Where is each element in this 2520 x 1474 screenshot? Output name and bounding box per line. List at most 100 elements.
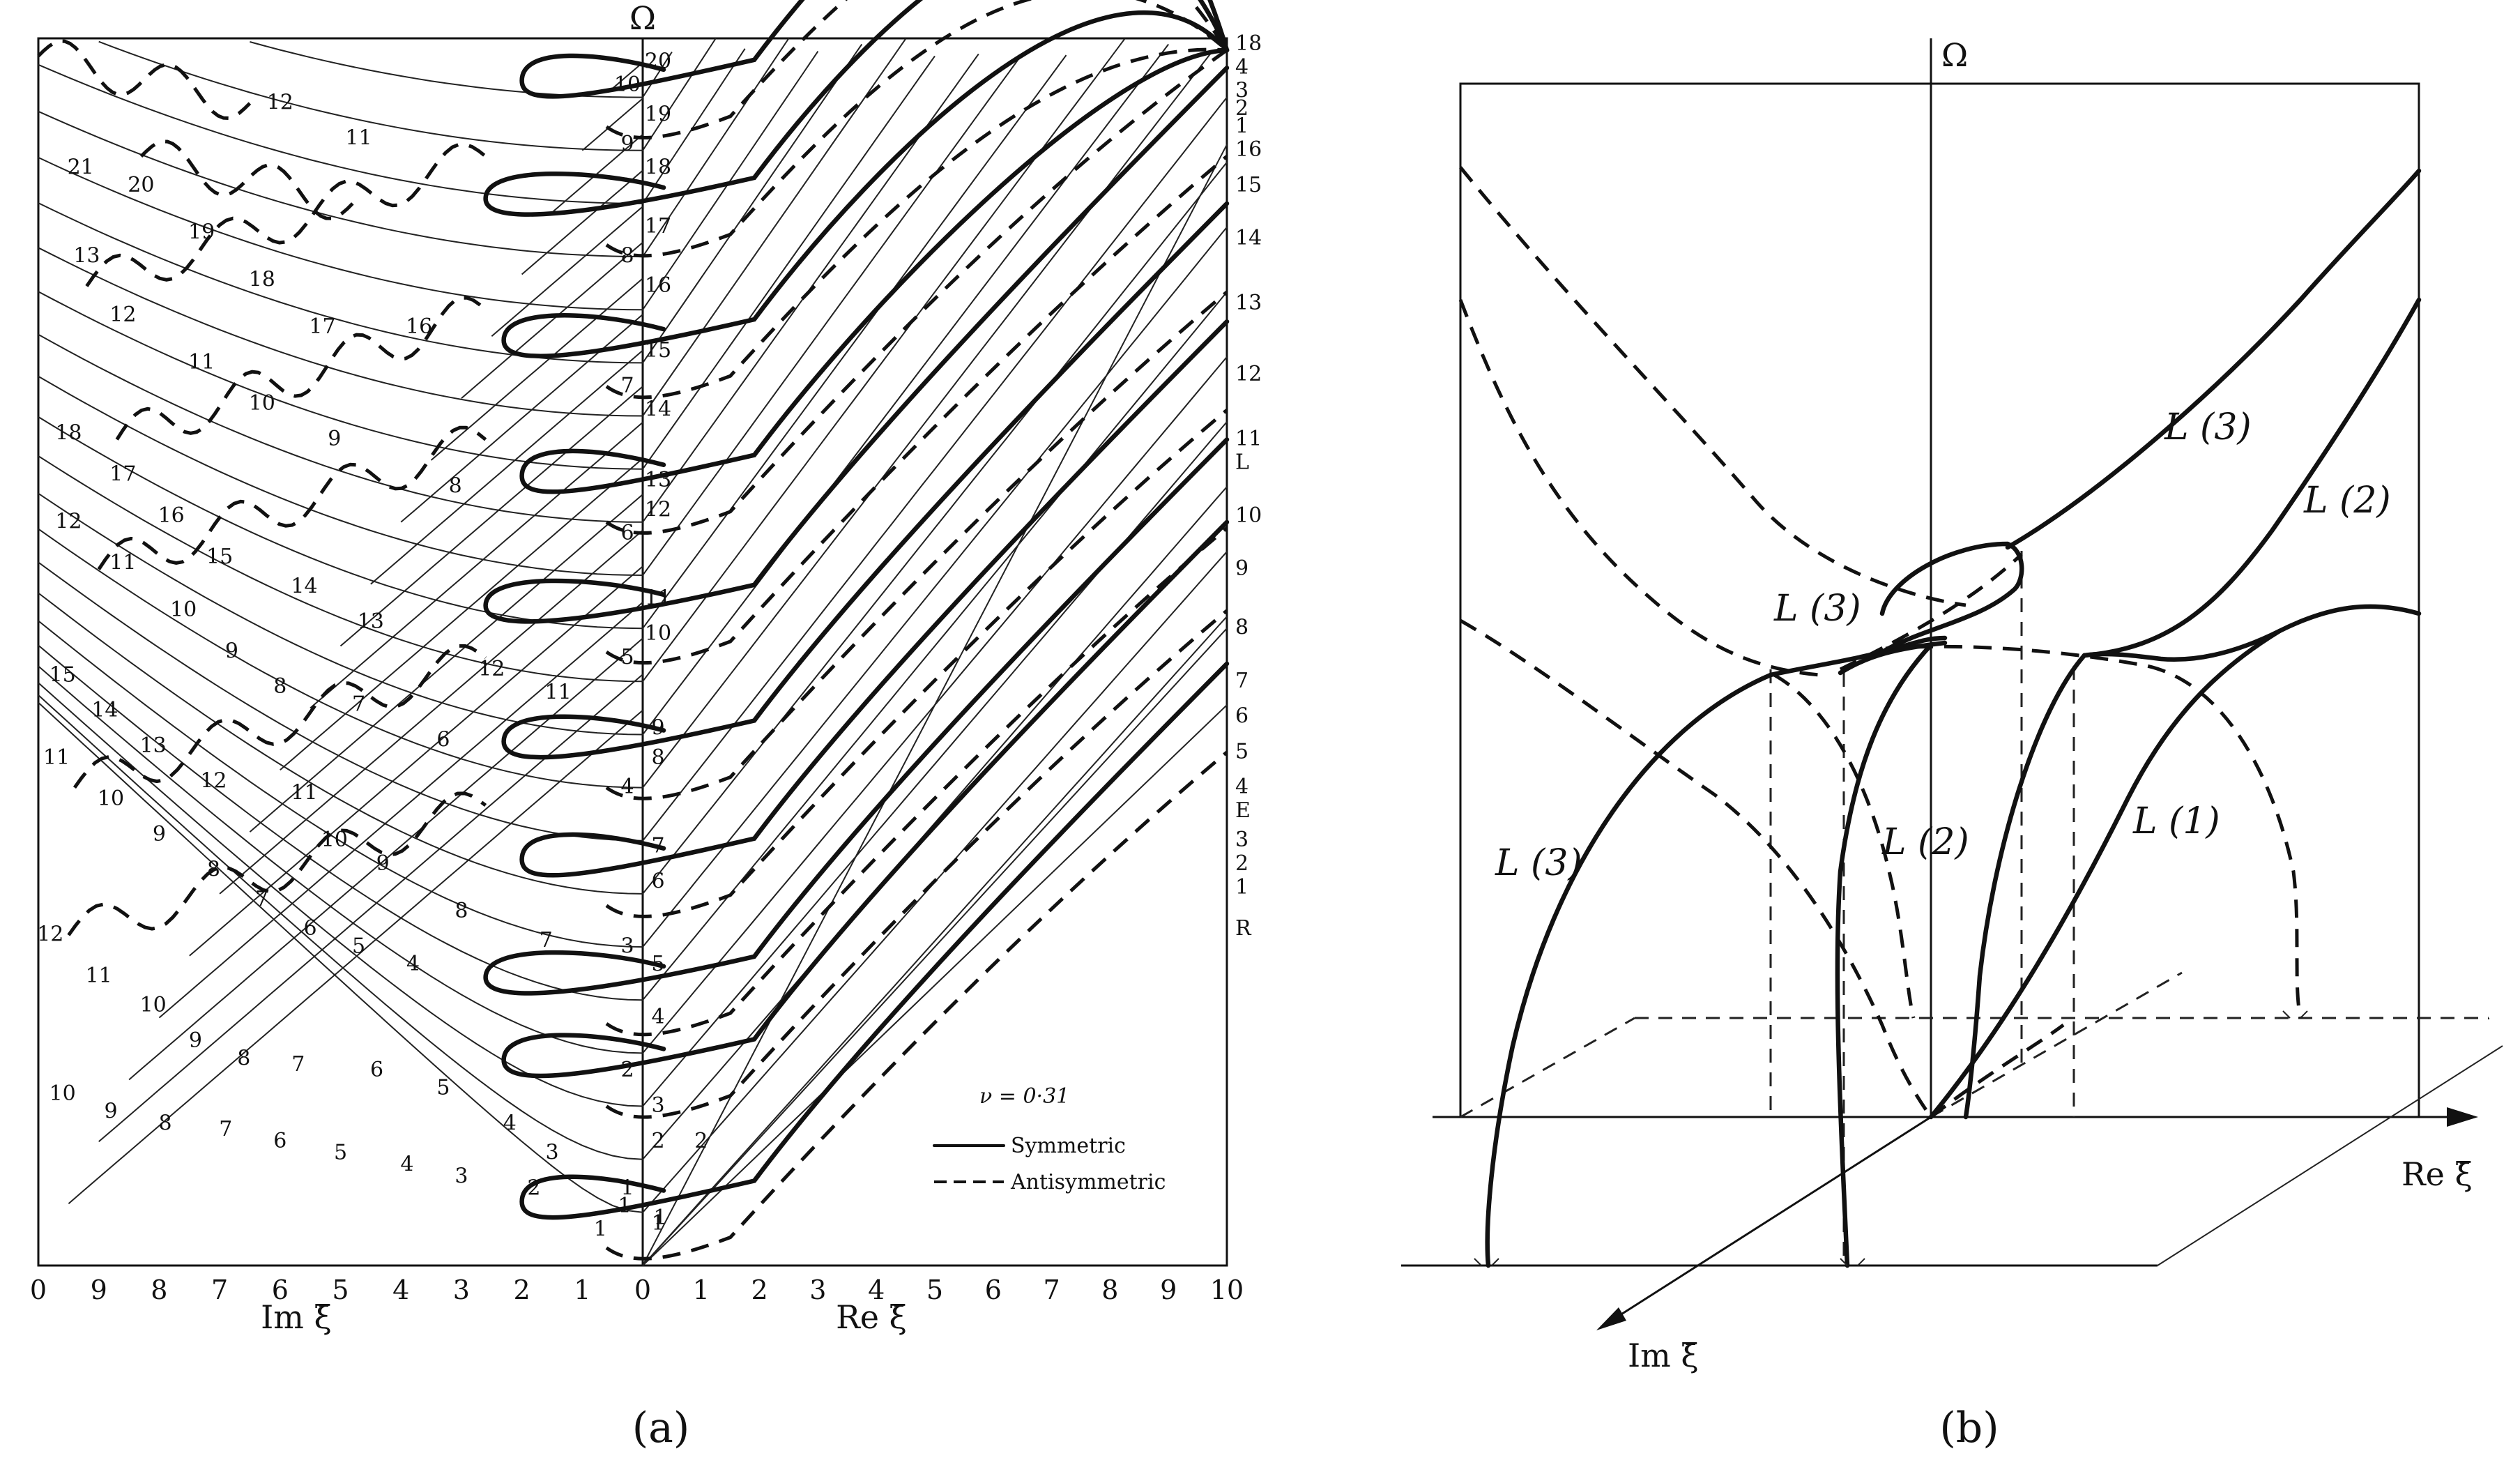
axis-mode-label: 6	[620, 521, 634, 545]
panel-b-caption: (b)	[1939, 1404, 1999, 1452]
im-branch-label: 10	[98, 787, 124, 811]
axis-mode-label: 1	[620, 1176, 634, 1201]
re-branch-curve	[642, 38, 790, 257]
dashed-branch-right-arc	[1885, 644, 2303, 1019]
im-branch-label: 3	[545, 1141, 558, 1165]
solid-branch-L1	[1928, 628, 2282, 1120]
im-tick-label: 6	[272, 1275, 289, 1305]
re-branch-curve	[642, 616, 1228, 1266]
re-branch-curve	[642, 38, 906, 417]
panel-a-caption: (a)	[632, 1404, 690, 1452]
solid-branch-L1-lower	[1963, 653, 2087, 1120]
panel-a-im-axis-label: Im ξ̄	[261, 1298, 332, 1336]
antisymmetric-curve	[605, 609, 1228, 1119]
symmetric-loop-curve	[483, 437, 1230, 996]
im-branch-label: 8	[273, 674, 287, 699]
im-branch-label: 1	[594, 1217, 607, 1242]
antisymmetric-curve	[605, 290, 1228, 800]
solid-branch-connector	[1768, 635, 1948, 678]
antisymmetric-curve	[605, 48, 1228, 535]
im-branch-label: 12	[109, 303, 136, 327]
im-branch-curve	[38, 620, 643, 948]
re-tick-label: 9	[1160, 1275, 1177, 1305]
im-branch-curve	[249, 494, 643, 833]
right-edge-label: 12	[1235, 362, 1262, 386]
right-edge-label: E	[1235, 798, 1251, 823]
im-branch-label: 14	[291, 574, 317, 598]
curve-label-L2-lower: L (2)	[1881, 821, 1969, 863]
right-edge-label: 5	[1235, 739, 1248, 763]
re-branch-curve	[642, 96, 1228, 842]
axis-mode-label: 8	[651, 745, 664, 770]
im-branch-curve	[38, 561, 643, 842]
dashed-branch-arc	[1773, 673, 1916, 1019]
axis-mode-label: 14	[645, 397, 671, 422]
im-branch-label: 11	[545, 681, 572, 705]
axis-mode-label: 7	[651, 834, 664, 858]
re-tick-label: 6	[985, 1275, 1002, 1305]
panel-a-frame	[37, 37, 1228, 1267]
im-branch-label: 21	[68, 155, 94, 180]
re-tick-label: 3	[809, 1275, 826, 1305]
im-branch-label: 15	[49, 662, 76, 687]
im-branch-curve	[38, 592, 643, 895]
im-branch-label: 4	[406, 952, 420, 976]
im-branch-label: 18	[55, 420, 82, 445]
re-tick-label: 7	[1044, 1275, 1060, 1305]
axis-mode-label: 2	[651, 1129, 664, 1153]
re-branch-curve	[642, 54, 1067, 629]
re-branch-label: 1	[654, 1206, 667, 1230]
re-tick-label: 2	[751, 1275, 768, 1305]
dashed-branch-middle	[1458, 299, 1820, 677]
axis-mode-label: 3	[620, 934, 634, 959]
re-branch-curve	[642, 38, 1126, 682]
axis-mode-label: 10	[614, 73, 641, 97]
symmetric-loop-curve	[501, 10, 1230, 358]
curve-label-L3-left: L (3)	[1495, 842, 1582, 884]
im-branch-label: 8	[455, 899, 468, 923]
ground-back-left-edge	[1460, 1017, 1635, 1118]
antisymmetric-curve	[605, 750, 1228, 1261]
im-branch-label: 12	[478, 657, 505, 681]
im-branch-label: 8	[207, 858, 220, 882]
right-edge-label: 15	[1235, 173, 1262, 197]
im-tick-label: 9	[91, 1275, 107, 1305]
re-tick-label: 4	[868, 1275, 885, 1305]
re-branch-curve	[642, 50, 1213, 789]
im-branch-curve	[581, 98, 643, 151]
im-branch-label: 10	[170, 598, 197, 622]
antisymmetric-wavy-curve	[139, 139, 354, 220]
axis-mode-label: 8	[620, 244, 634, 268]
im-branch-curve	[521, 169, 643, 275]
im-branch-label: 9	[225, 639, 238, 664]
im-branch-label: 8	[237, 1046, 250, 1070]
panel-b-re-axis-label: Re ξ̄	[2401, 1155, 2473, 1193]
panel-b-omega-label: Ω	[1941, 36, 1968, 74]
rayleigh-line	[642, 704, 1228, 1266]
axis-mode-label: 5	[651, 952, 664, 976]
im-branch-label: 10	[321, 828, 348, 852]
symmetric-loop-curve	[519, 47, 1230, 494]
im-branch-label: 10	[49, 1081, 76, 1106]
im-branch-label: 5	[334, 1141, 347, 1165]
im-branch-label: 12	[200, 769, 227, 793]
axis-mode-label: 16	[645, 273, 671, 298]
im-branch-label: 6	[304, 916, 317, 941]
im-branch-label: 11	[43, 745, 70, 770]
im-branch-label: 6	[436, 727, 450, 752]
right-edge-label: 4	[1235, 55, 1248, 79]
right-edge-label: 1	[1235, 875, 1248, 899]
re-tick-label: 1	[693, 1275, 710, 1305]
axis-mode-label: 20	[645, 49, 671, 73]
dashed-branch-lower	[1459, 618, 1933, 1118]
im-branch-label: 11	[345, 126, 372, 150]
im-axis-arrowhead	[1596, 1307, 1626, 1330]
antisymmetric-wavy-curve	[85, 142, 487, 287]
panel-b-im-axis-label: Im ξ̄	[1628, 1337, 1699, 1374]
right-edge-label: R	[1235, 916, 1252, 941]
re-tick-label: 8	[1101, 1275, 1118, 1305]
im-branch-curve	[38, 375, 643, 576]
im-branch-curve	[38, 701, 643, 1213]
im-branch-curve	[38, 63, 643, 204]
